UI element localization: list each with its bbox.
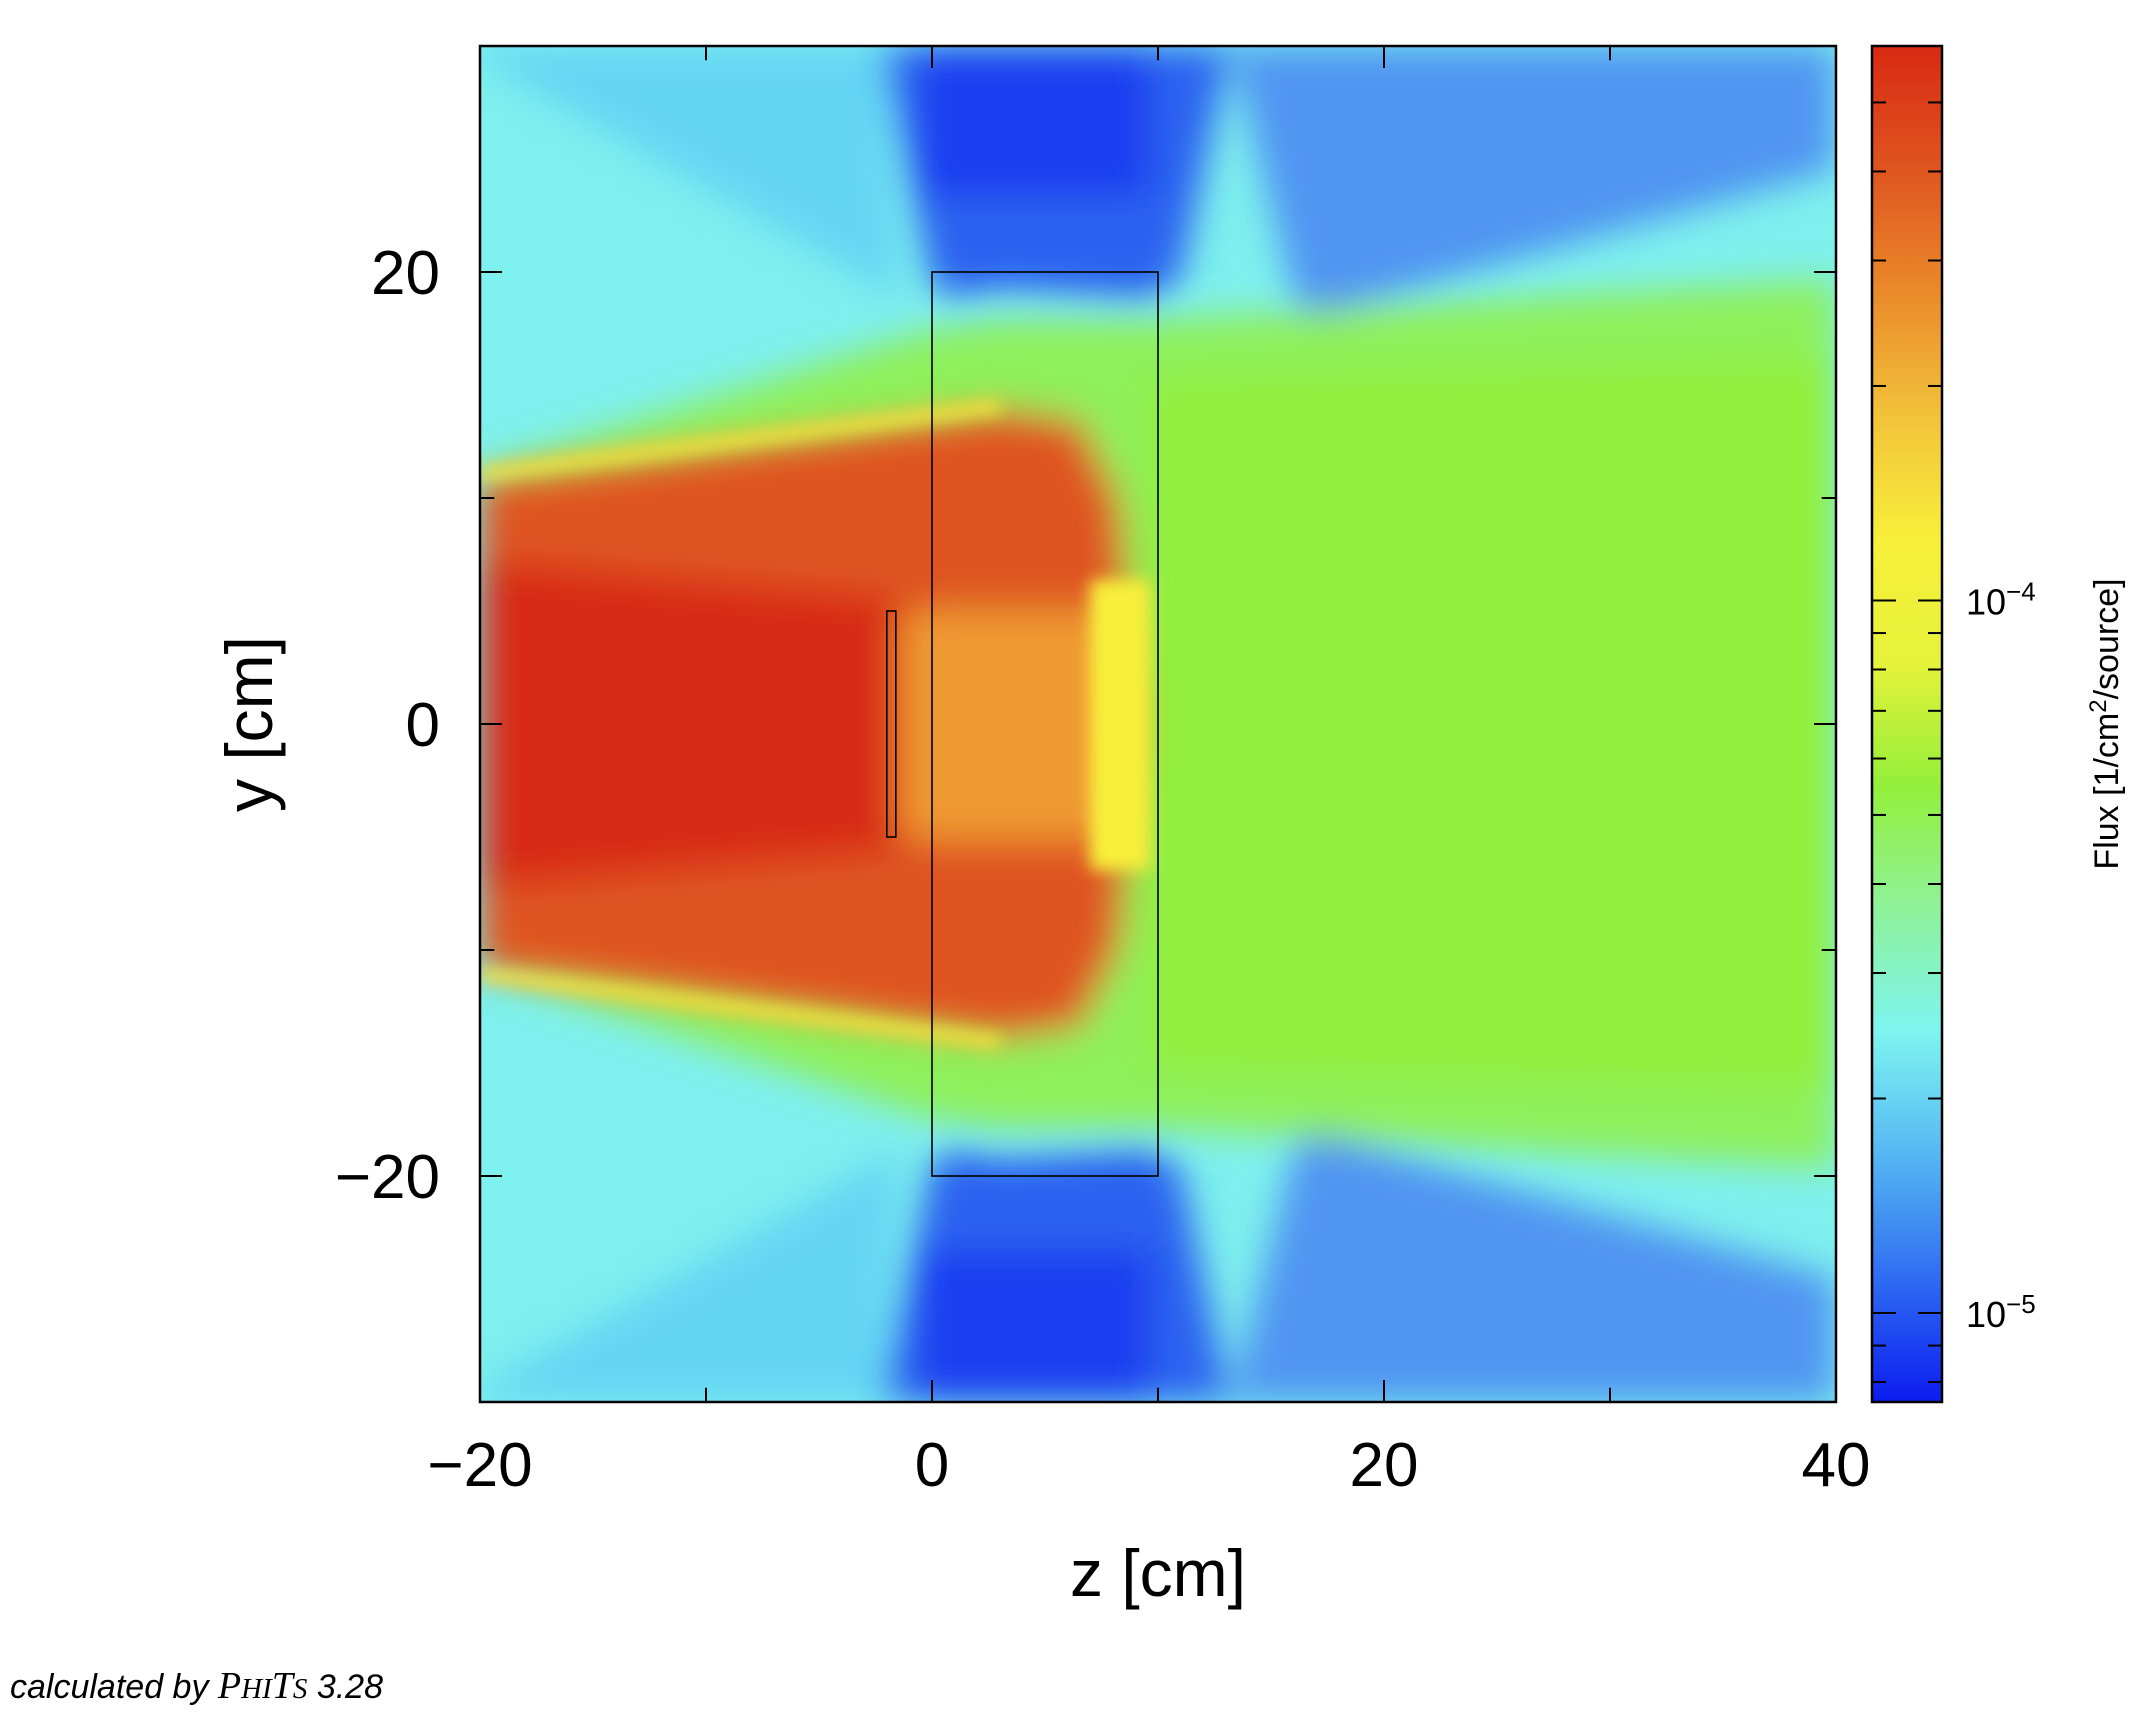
x-tick-label: 40 xyxy=(1802,1431,1871,1500)
colorbar-label-sup: 2 xyxy=(2085,699,2112,712)
colorbar xyxy=(1870,44,1944,1404)
colorbar-label: Flux [1/cm2/source] xyxy=(2085,578,2126,869)
geometry-regions xyxy=(885,271,1159,1177)
x-tick-label: 0 xyxy=(915,1431,949,1500)
x-tick-label: 20 xyxy=(1350,1431,1419,1500)
field-green-bright xyxy=(1150,360,1836,1088)
field-lightblue-right-bottom xyxy=(1230,1128,1836,1402)
field-lightblue-left-top xyxy=(480,46,900,300)
credit-prefix: calculated by xyxy=(10,1668,218,1706)
code-name: PHITS xyxy=(217,1665,308,1707)
field-lightblue-left-bottom xyxy=(480,1148,900,1402)
field-edge-yellow-top xyxy=(480,400,1001,480)
field-lightblue-right-top xyxy=(1230,46,1836,320)
colorbar-tick-label: 10−5 xyxy=(1966,1289,2036,1335)
colorbar-ticks: 10−4 10−5 xyxy=(1872,101,2036,1384)
field-blue-bottom-core xyxy=(920,1250,1150,1402)
field-beam-core xyxy=(480,560,930,888)
x-tick-label: −20 xyxy=(427,1431,532,1500)
region-outline xyxy=(885,610,897,838)
y-tick-label: −20 xyxy=(335,1143,440,1212)
y-tick-label: 0 xyxy=(406,691,440,760)
x-axis-label: z [cm] xyxy=(1070,1536,1246,1610)
y-tick-label: 20 xyxy=(371,239,440,308)
field-edge-yellow-bottom xyxy=(480,968,1001,1048)
field-slab-yellow xyxy=(1090,580,1150,870)
field-blue-top-core xyxy=(920,46,1150,196)
y-axis-label: y [cm] xyxy=(212,636,286,812)
region-outline xyxy=(931,271,1159,1177)
colorbar-tick-label: 10−4 xyxy=(1966,576,2036,622)
axis-ticks: −20 0 20 40 −20 0 20 xyxy=(335,46,1871,1500)
code-version: 3.28 xyxy=(307,1668,383,1706)
calculated-by-credit: calculated by PHITS 3.28 xyxy=(10,1664,383,1708)
